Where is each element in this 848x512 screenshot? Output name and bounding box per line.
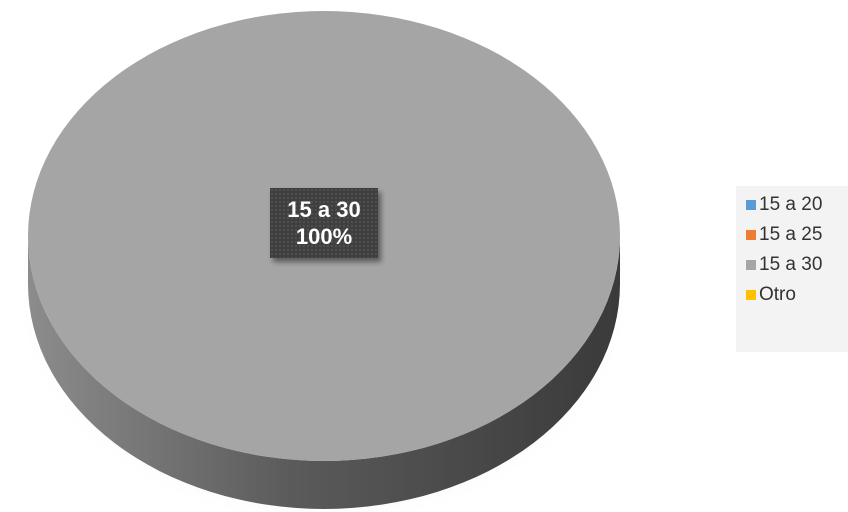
legend-swatch (746, 230, 756, 240)
legend-label: Otro (759, 284, 796, 305)
legend-item: Otro (736, 280, 848, 310)
data-label-category: 15 a 30 (287, 197, 361, 222)
legend: 15 a 20 15 a 25 15 a 30 Otro (736, 186, 848, 352)
legend-swatch (746, 260, 756, 270)
legend-swatch (746, 200, 756, 210)
pie-side-wall (28, 236, 620, 509)
legend-item: 15 a 25 (736, 220, 848, 250)
legend-label: 15 a 30 (759, 254, 823, 275)
legend-label: 15 a 25 (759, 224, 823, 245)
legend-swatch (746, 290, 756, 300)
legend-label: 15 a 20 (759, 194, 823, 215)
data-label-15-a-30: 15 a 30 100% (270, 188, 378, 258)
data-label-percent: 100% (295, 224, 353, 249)
legend-item: 15 a 30 (736, 250, 848, 280)
legend-item: 15 a 20 (736, 190, 848, 220)
